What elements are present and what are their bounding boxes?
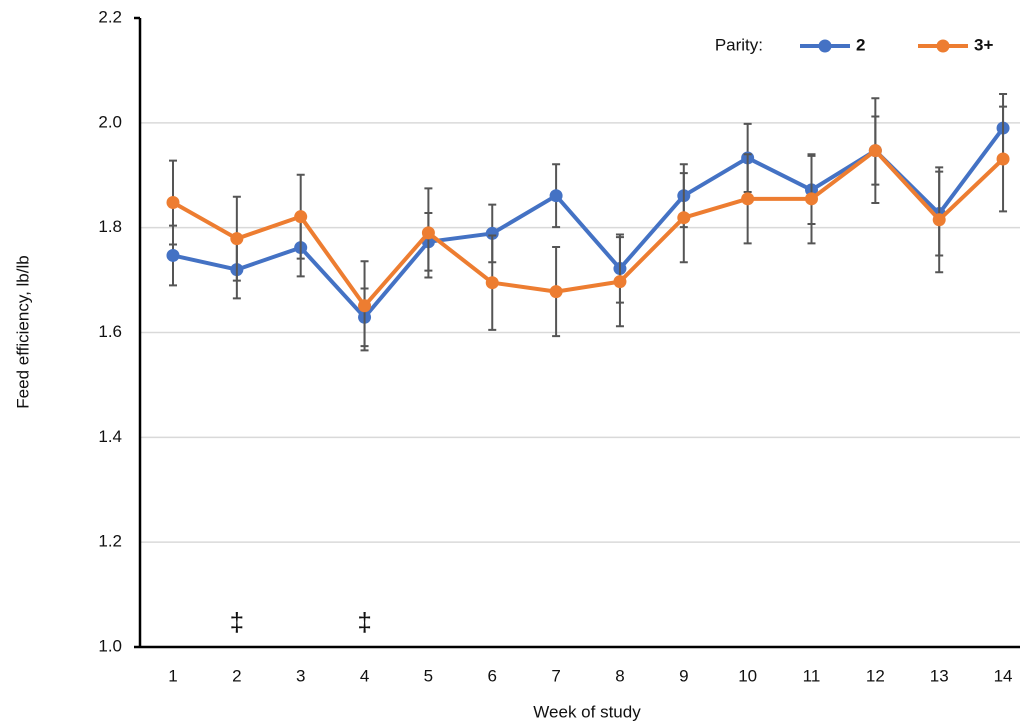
- y-tick-label: 1.6: [98, 322, 122, 341]
- data-point: [932, 213, 946, 227]
- y-tick-label: 2.0: [98, 112, 122, 131]
- legend-marker: [936, 39, 950, 53]
- y-tick-label: 1.0: [98, 636, 122, 655]
- x-tick-label: 4: [360, 666, 369, 685]
- series-line: [172, 148, 1005, 308]
- x-tick-label: 12: [866, 666, 885, 685]
- x-tick-label: 11: [803, 666, 821, 685]
- x-tick-label: 6: [488, 666, 497, 685]
- data-point: [294, 210, 308, 224]
- y-tick-label: 1.8: [98, 217, 122, 236]
- data-point: [549, 285, 563, 299]
- y-axis-title: Feed efficiency, lb/lb: [13, 255, 32, 408]
- data-point: [805, 192, 818, 206]
- x-tick-label: 10: [738, 666, 757, 685]
- data-point: [166, 248, 180, 262]
- legend-marker: [818, 39, 832, 53]
- x-tick-label: 2: [232, 666, 241, 685]
- x-tick-label: 13: [930, 666, 949, 685]
- x-tick-label: 14: [994, 666, 1013, 685]
- data-point: [549, 189, 563, 203]
- series: [166, 97, 1010, 352]
- x-tick-label: 3: [296, 666, 305, 685]
- annotation: ‡: [230, 607, 244, 637]
- data-point: [868, 144, 882, 158]
- data-point: [485, 276, 499, 290]
- data-point: [485, 226, 499, 240]
- x-tick-label: 5: [424, 666, 433, 685]
- data-point: [677, 211, 691, 225]
- x-tick-label: 7: [551, 666, 560, 685]
- y-tick-label: 1.2: [98, 532, 122, 551]
- data-point: [613, 275, 627, 289]
- x-tick-label: 1: [168, 666, 177, 685]
- data-point: [166, 196, 180, 210]
- legend-label: 3+: [974, 35, 993, 54]
- y-tick-label: 2.2: [98, 7, 122, 26]
- x-axis-title: Week of study: [533, 702, 641, 721]
- data-point: [230, 232, 244, 246]
- legend-label: 2: [856, 35, 865, 54]
- x-tick-label: 9: [679, 666, 688, 685]
- data-point: [358, 299, 372, 313]
- legend-title: Parity:: [715, 35, 763, 54]
- data-point: [741, 192, 755, 206]
- data-point: [421, 226, 435, 240]
- y-tick-label: 1.4: [98, 427, 122, 446]
- annotation: ‡: [357, 607, 371, 637]
- x-tick-label: 8: [615, 666, 624, 685]
- data-point: [996, 152, 1010, 166]
